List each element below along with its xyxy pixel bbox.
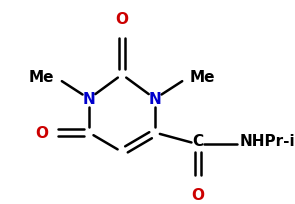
- Text: O: O: [35, 125, 48, 140]
- Text: C: C: [192, 133, 204, 148]
- Text: Me: Me: [29, 70, 54, 84]
- Text: N: N: [83, 92, 95, 107]
- Text: NHPr-i: NHPr-i: [239, 133, 295, 148]
- Text: O: O: [116, 12, 129, 27]
- Text: Me: Me: [190, 70, 215, 84]
- Text: O: O: [191, 187, 204, 202]
- Text: N: N: [149, 92, 161, 107]
